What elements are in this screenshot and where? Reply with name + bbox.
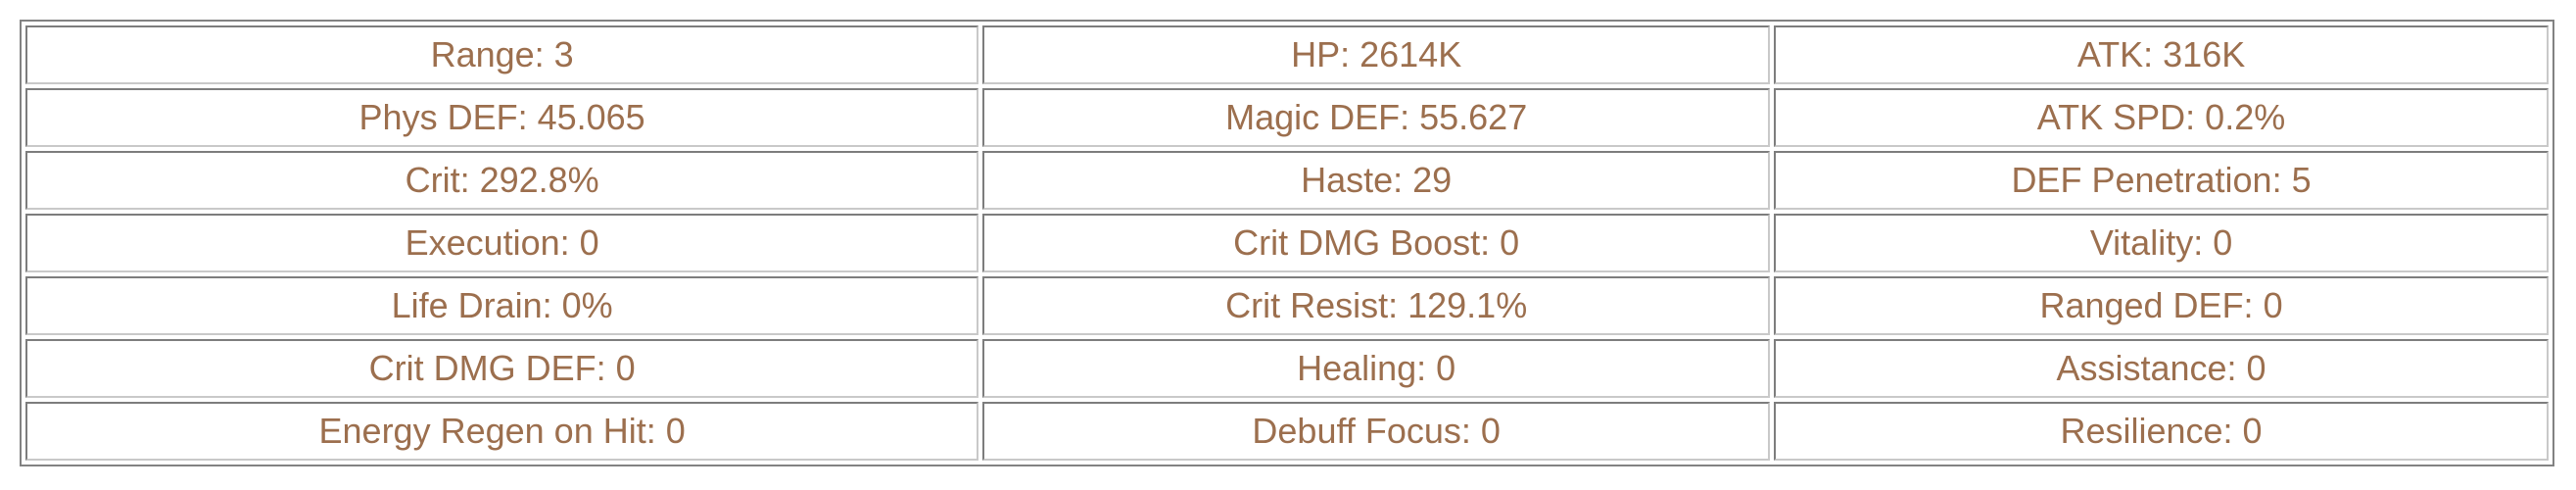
table-row: Crit: 292.8% Haste: 29 DEF Penetration: … [25,151,2549,210]
stat-cell-crit-dmg-def: Crit DMG DEF: 0 [25,339,979,398]
stat-cell-execution: Execution: 0 [25,214,979,272]
stat-cell-magic-def: Magic DEF: 55.627 [982,88,1771,147]
stat-cell-vitality: Vitality: 0 [1774,214,2549,272]
table-row: Phys DEF: 45.065 Magic DEF: 55.627 ATK S… [25,88,2549,147]
table-row: Energy Regen on Hit: 0 Debuff Focus: 0 R… [25,402,2549,461]
stat-cell-ranged-def: Ranged DEF: 0 [1774,276,2549,335]
table-row: Crit DMG DEF: 0 Healing: 0 Assistance: 0 [25,339,2549,398]
stat-cell-hp: HP: 2614K [982,25,1771,84]
stat-cell-range: Range: 3 [25,25,979,84]
table-row: Execution: 0 Crit DMG Boost: 0 Vitality:… [25,214,2549,272]
stat-cell-haste: Haste: 29 [982,151,1771,210]
stat-cell-debuff-focus: Debuff Focus: 0 [982,402,1771,461]
stat-cell-phys-def: Phys DEF: 45.065 [25,88,979,147]
table-row: Life Drain: 0% Crit Resist: 129.1% Range… [25,276,2549,335]
stat-cell-healing: Healing: 0 [982,339,1771,398]
stat-cell-crit-resist: Crit Resist: 129.1% [982,276,1771,335]
stats-table: Range: 3 HP: 2614K ATK: 316K Phys DEF: 4… [20,20,2554,466]
stats-table-body: Range: 3 HP: 2614K ATK: 316K Phys DEF: 4… [25,25,2549,461]
stat-cell-def-penetration: DEF Penetration: 5 [1774,151,2549,210]
stat-cell-energy-regen-on-hit: Energy Regen on Hit: 0 [25,402,979,461]
stat-cell-crit-dmg-boost: Crit DMG Boost: 0 [982,214,1771,272]
table-row: Range: 3 HP: 2614K ATK: 316K [25,25,2549,84]
stat-cell-atk: ATK: 316K [1774,25,2549,84]
stat-cell-life-drain: Life Drain: 0% [25,276,979,335]
stat-cell-atk-spd: ATK SPD: 0.2% [1774,88,2549,147]
stat-cell-crit: Crit: 292.8% [25,151,979,210]
stat-cell-assistance: Assistance: 0 [1774,339,2549,398]
stat-cell-resilience: Resilience: 0 [1774,402,2549,461]
